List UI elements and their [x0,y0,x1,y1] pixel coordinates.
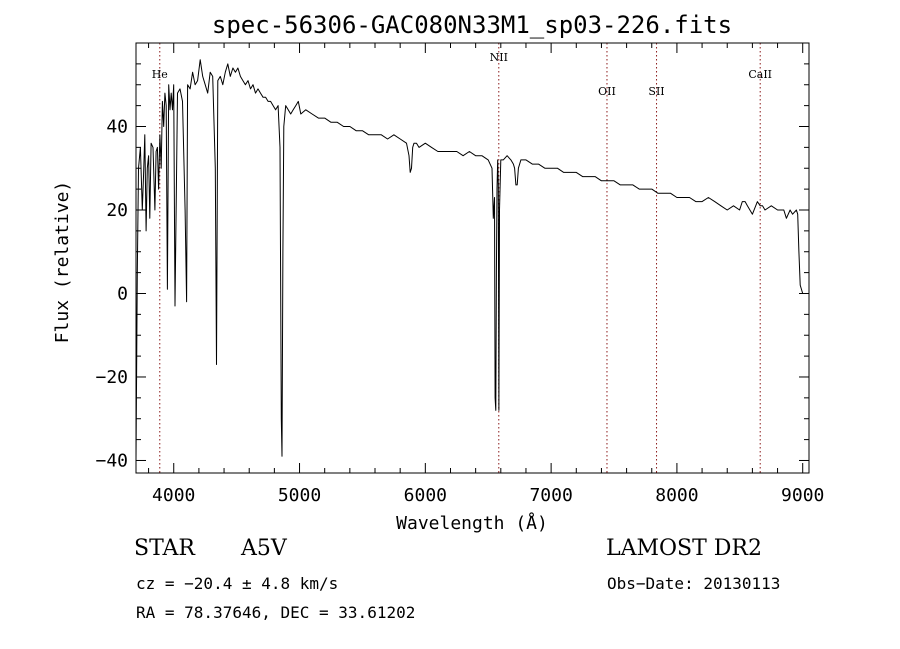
line-label-he: He [152,68,168,81]
chart-title: spec-56306-GAC080N33M1_sp03-226.fits [212,11,732,39]
y-tick-label: 0 [117,283,128,304]
x-axis-label: Wavelength (Å) [396,512,548,534]
line-label-oii: OII [598,85,616,98]
sky-coordinates: RA = 78.37646, DEC = 33.61202 [136,603,416,622]
y-tick-label: 40 [106,116,128,137]
line-label-caii: CaII [748,68,772,81]
y-tick-label: −20 [95,367,128,388]
line-label-nii: NII [490,51,508,64]
redshift-cz: cz = −20.4 ± 4.8 km/s [136,574,339,593]
line-label-sii: SII [648,85,664,98]
emission-line-markers: He NII OII SII CaII [152,43,772,473]
y-tick-label: 20 [106,200,128,221]
x-tick-label: 9000 [781,485,824,506]
x-tick-label: 7000 [529,485,572,506]
y-tick-label: −40 [95,450,128,471]
x-tick-label: 8000 [655,485,698,506]
axis-ticks: 4000 5000 6000 7000 8000 9000 −40 −20 0 20 40 [95,43,824,506]
x-tick-label: 6000 [404,485,447,506]
plot-frame [135,42,810,474]
spectrum-line [135,59,804,461]
x-tick-label: 4000 [152,485,195,506]
y-axis-label: Flux (relative) [52,181,73,344]
object-class: STAR [134,536,195,561]
observation-date: Obs−Date: 20130113 [607,574,781,593]
survey-name: LAMOST DR2 [606,536,762,561]
object-subclass: A5V [241,536,287,561]
x-tick-label: 5000 [278,485,321,506]
